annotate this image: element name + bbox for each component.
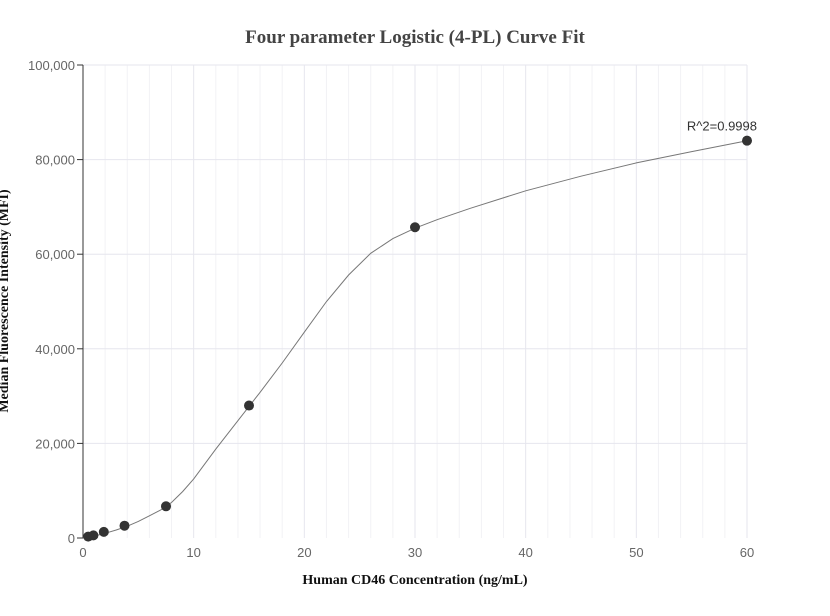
r-squared-annotation: R^2=0.9998 <box>687 119 757 134</box>
data-point <box>161 501 171 512</box>
chart-title: Four parameter Logistic (4-PL) Curve Fit <box>245 27 585 48</box>
x-tick-label: 30 <box>408 545 422 560</box>
data-points <box>83 135 752 542</box>
x-tick-label: 60 <box>740 545 754 560</box>
x-axis-label: Human CD46 Concentration (ng/mL) <box>302 573 528 588</box>
fit-curve <box>82 140 748 539</box>
data-point <box>244 400 254 411</box>
x-tick-label: 50 <box>629 545 643 560</box>
x-tick-label: 0 <box>79 545 86 560</box>
y-tick-label: 0 <box>68 531 75 546</box>
x-tick-label: 40 <box>518 545 532 560</box>
y-tick-label: 100,000 <box>28 58 75 73</box>
data-point <box>119 520 130 531</box>
x-axis-ticks: 0 10 20 30 40 50 60 <box>79 545 754 560</box>
x-tick-label: 20 <box>297 545 311 560</box>
y-tick-label: 80,000 <box>35 153 75 168</box>
y-axis-ticks: 0 20,000 40,000 60,000 80,000 100,000 <box>28 58 83 546</box>
annotations: R^2=0.9998 <box>687 119 757 134</box>
data-point <box>98 526 109 537</box>
data-point <box>742 135 752 146</box>
x-tick-label: 10 <box>186 545 200 560</box>
y-tick-label: 20,000 <box>35 436 75 451</box>
y-tick-label: 40,000 <box>35 342 75 357</box>
y-tick-label: 60,000 <box>35 247 75 262</box>
major-grid <box>83 64 748 538</box>
minor-grid <box>104 65 726 538</box>
data-point <box>410 222 420 233</box>
data-point <box>88 530 99 541</box>
y-axis-label: Median Fluorescence Intensity (MFI) <box>0 189 12 413</box>
